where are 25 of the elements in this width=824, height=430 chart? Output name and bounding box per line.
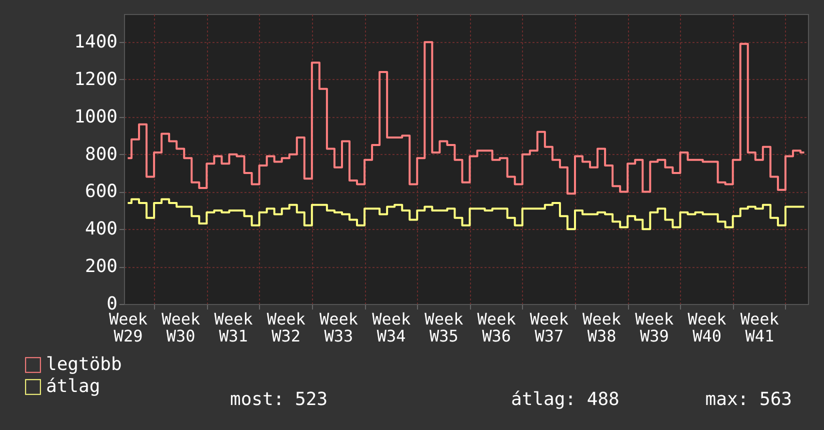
y-tick-label: 600 xyxy=(84,181,118,202)
x-tick-label: Week W34 xyxy=(372,310,411,346)
x-tick-label: Week W36 xyxy=(477,310,516,346)
x-tick-label: Week W39 xyxy=(635,310,674,346)
x-tick-label: Week W30 xyxy=(162,310,201,346)
y-tick-label: 1000 xyxy=(74,106,118,128)
y-tick-label: 400 xyxy=(84,218,118,240)
x-tick-label: Week W29 xyxy=(108,310,148,346)
y-tick-label: 1200 xyxy=(74,68,118,90)
x-tick-label: Week W35 xyxy=(424,310,464,346)
x-tick-label: Week W38 xyxy=(582,310,622,346)
x-tick-label: Week W37 xyxy=(530,310,569,346)
legend-label: legtöbb xyxy=(46,354,122,375)
y-tick-label: 1400 xyxy=(74,32,118,53)
x-tick-label: Week W33 xyxy=(319,310,358,346)
x-tick-label: Week W31 xyxy=(214,310,254,346)
x-tick-label: Week W41 xyxy=(740,310,780,346)
x-tick-label: Week W40 xyxy=(688,310,727,346)
legend-label: átlag xyxy=(46,376,100,397)
text: átlag: 488 xyxy=(511,389,620,410)
x-tick-label: Week W32 xyxy=(266,310,306,346)
text: most: 523 xyxy=(230,389,328,410)
text: max: 563 xyxy=(705,389,792,410)
y-tick-label: 200 xyxy=(84,256,118,278)
y-tick-label: 800 xyxy=(84,144,118,165)
